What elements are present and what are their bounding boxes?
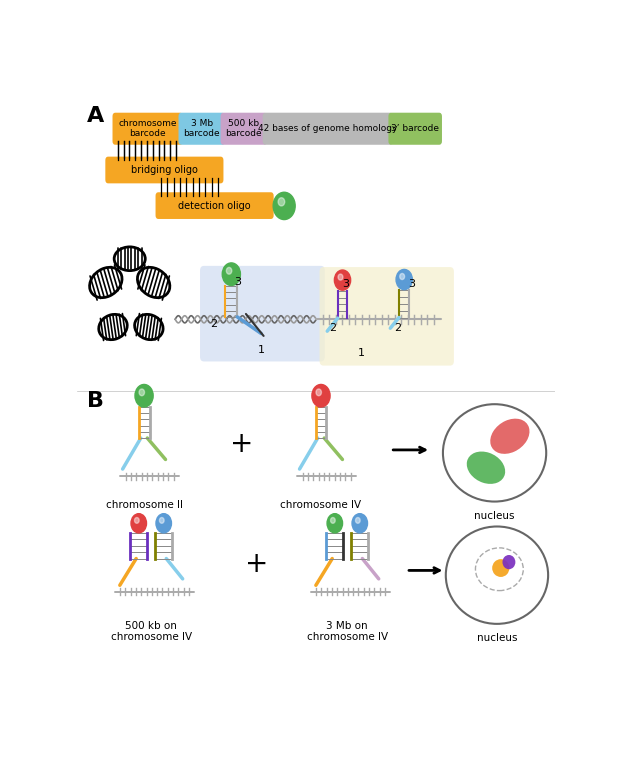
Circle shape (338, 274, 343, 280)
Circle shape (139, 389, 144, 396)
Ellipse shape (502, 555, 515, 569)
Ellipse shape (491, 419, 529, 454)
Circle shape (327, 513, 342, 533)
Ellipse shape (443, 404, 546, 502)
Circle shape (273, 192, 295, 220)
Text: 3: 3 (408, 279, 415, 289)
Text: 1: 1 (258, 345, 265, 355)
Ellipse shape (99, 315, 127, 340)
Circle shape (400, 274, 405, 280)
Ellipse shape (466, 452, 505, 484)
Circle shape (334, 270, 350, 290)
Circle shape (222, 263, 241, 285)
Text: 3 Mb
barcode: 3 Mb barcode (183, 119, 220, 139)
Ellipse shape (135, 315, 163, 340)
Ellipse shape (114, 247, 145, 271)
Circle shape (159, 517, 164, 524)
Text: chromosome IV: chromosome IV (281, 500, 362, 510)
Text: 3: 3 (234, 278, 241, 288)
Circle shape (331, 517, 335, 524)
FancyBboxPatch shape (155, 192, 274, 219)
FancyBboxPatch shape (178, 113, 225, 145)
Text: nucleus: nucleus (477, 633, 517, 643)
Circle shape (352, 513, 368, 533)
FancyBboxPatch shape (320, 267, 454, 365)
Text: 2: 2 (329, 323, 336, 333)
Text: bridging oligo: bridging oligo (131, 165, 198, 175)
Circle shape (135, 517, 139, 524)
Circle shape (278, 197, 284, 206)
Text: 3 Mb on
chromosome IV: 3 Mb on chromosome IV (307, 621, 388, 642)
Circle shape (355, 517, 360, 524)
Text: +: + (245, 550, 268, 578)
Circle shape (156, 513, 172, 533)
Text: 3: 3 (342, 279, 349, 289)
FancyBboxPatch shape (112, 113, 183, 145)
Circle shape (312, 385, 330, 407)
Text: 500 kb on
chromosome IV: 500 kb on chromosome IV (110, 621, 192, 642)
Circle shape (396, 269, 412, 290)
Ellipse shape (446, 527, 548, 624)
FancyBboxPatch shape (200, 266, 325, 362)
FancyBboxPatch shape (106, 157, 223, 183)
Text: 3’ barcode: 3’ barcode (391, 124, 439, 133)
FancyBboxPatch shape (389, 113, 442, 145)
Circle shape (316, 389, 321, 396)
Text: A: A (86, 106, 104, 126)
Ellipse shape (89, 268, 122, 298)
Text: 500 kb
barcode: 500 kb barcode (225, 119, 262, 139)
Ellipse shape (138, 268, 170, 298)
Text: 42 bases of genome homology: 42 bases of genome homology (258, 124, 397, 133)
Circle shape (226, 268, 232, 274)
Text: B: B (86, 391, 104, 410)
FancyBboxPatch shape (263, 113, 393, 145)
Text: chromosome II: chromosome II (106, 500, 183, 510)
Text: 2: 2 (210, 319, 217, 329)
Text: 1: 1 (358, 348, 365, 358)
Text: +: + (230, 430, 254, 458)
Text: detection oligo: detection oligo (178, 200, 251, 210)
Text: chromosome
barcode: chromosome barcode (118, 119, 177, 139)
Text: 2: 2 (394, 323, 401, 333)
Ellipse shape (492, 559, 510, 577)
Circle shape (131, 513, 146, 533)
Circle shape (135, 385, 153, 407)
Text: nucleus: nucleus (474, 511, 515, 521)
FancyBboxPatch shape (221, 113, 267, 145)
